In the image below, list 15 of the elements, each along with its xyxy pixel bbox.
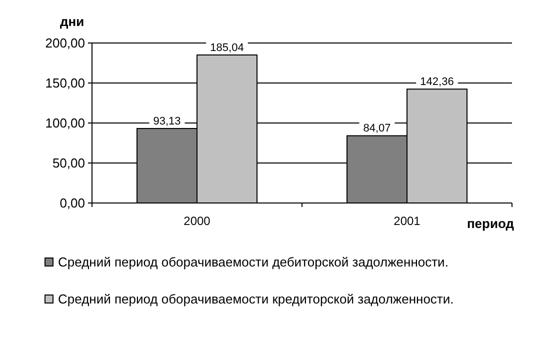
- y-tick-label: 100,00: [45, 116, 85, 131]
- y-tick-label: 200,00: [45, 36, 85, 51]
- y-axis-title: дни: [60, 14, 84, 29]
- y-tick-label: 50,00: [52, 156, 85, 171]
- y-tick-label: 150,00: [45, 76, 85, 91]
- x-axis-title: период: [466, 216, 515, 231]
- data-label: 93,13: [153, 115, 181, 128]
- x-tick-label: 2000: [184, 214, 211, 228]
- y-tick-label: 0,00: [60, 196, 85, 211]
- data-label: 185,04: [210, 42, 244, 54]
- legend-label: Средний период оборачиваемости кредиторской задолженности.: [58, 292, 454, 307]
- x-tick-label: 2001: [394, 214, 421, 228]
- data-label: 84,07: [363, 122, 391, 135]
- legend-label: Средний период оборачиваемости дебиторской задолженности.: [58, 254, 448, 270]
- data-label: 142,36: [420, 76, 454, 88]
